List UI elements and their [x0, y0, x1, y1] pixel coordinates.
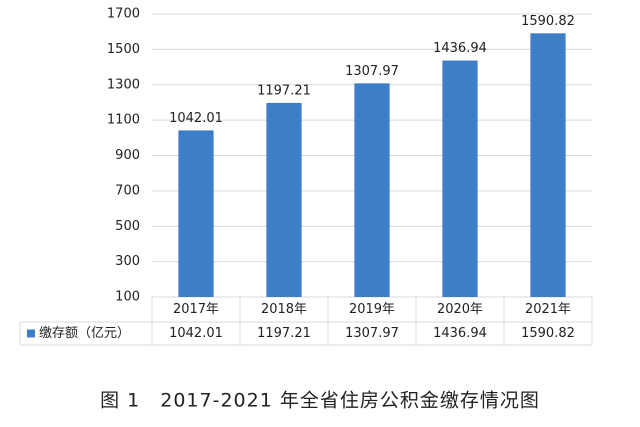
y-tick-label: 100 — [115, 290, 140, 305]
x-tick-label: 2020年 — [437, 302, 483, 317]
y-tick-label: 1300 — [107, 77, 140, 92]
table-value: 1307.97 — [345, 326, 399, 341]
bar — [266, 102, 302, 297]
table-value: 1197.21 — [257, 326, 311, 341]
y-tick-label: 1700 — [107, 7, 140, 22]
table-value: 1042.01 — [169, 326, 223, 341]
legend-label: 缴存额（亿元） — [39, 326, 130, 341]
x-tick-label: 2021年 — [525, 302, 571, 317]
data-label: 1436.94 — [433, 41, 487, 56]
x-tick-label: 2019年 — [349, 302, 395, 317]
legend-swatch — [27, 329, 35, 338]
data-label: 1307.97 — [345, 64, 399, 79]
y-tick-label: 300 — [115, 254, 140, 269]
data-label: 1590.82 — [521, 14, 575, 29]
chart-caption: 图 1 2017-2021 年全省住房公积金缴存情况图 — [100, 390, 540, 412]
bar — [530, 33, 566, 297]
bar — [442, 60, 478, 298]
x-tick-label: 2018年 — [261, 302, 307, 317]
data-label: 1042.01 — [169, 111, 223, 126]
table-value: 1590.82 — [521, 326, 575, 341]
x-tick-label: 2017年 — [173, 302, 219, 317]
y-tick-label: 1100 — [107, 113, 140, 128]
y-tick-label: 900 — [115, 148, 140, 163]
y-tick-label: 500 — [115, 219, 140, 234]
data-label: 1197.21 — [257, 83, 311, 98]
y-tick-label: 700 — [115, 183, 140, 198]
table-value: 1436.94 — [433, 326, 487, 341]
bar — [354, 83, 390, 298]
y-tick-label: 1500 — [107, 42, 140, 57]
bar — [178, 130, 214, 297]
